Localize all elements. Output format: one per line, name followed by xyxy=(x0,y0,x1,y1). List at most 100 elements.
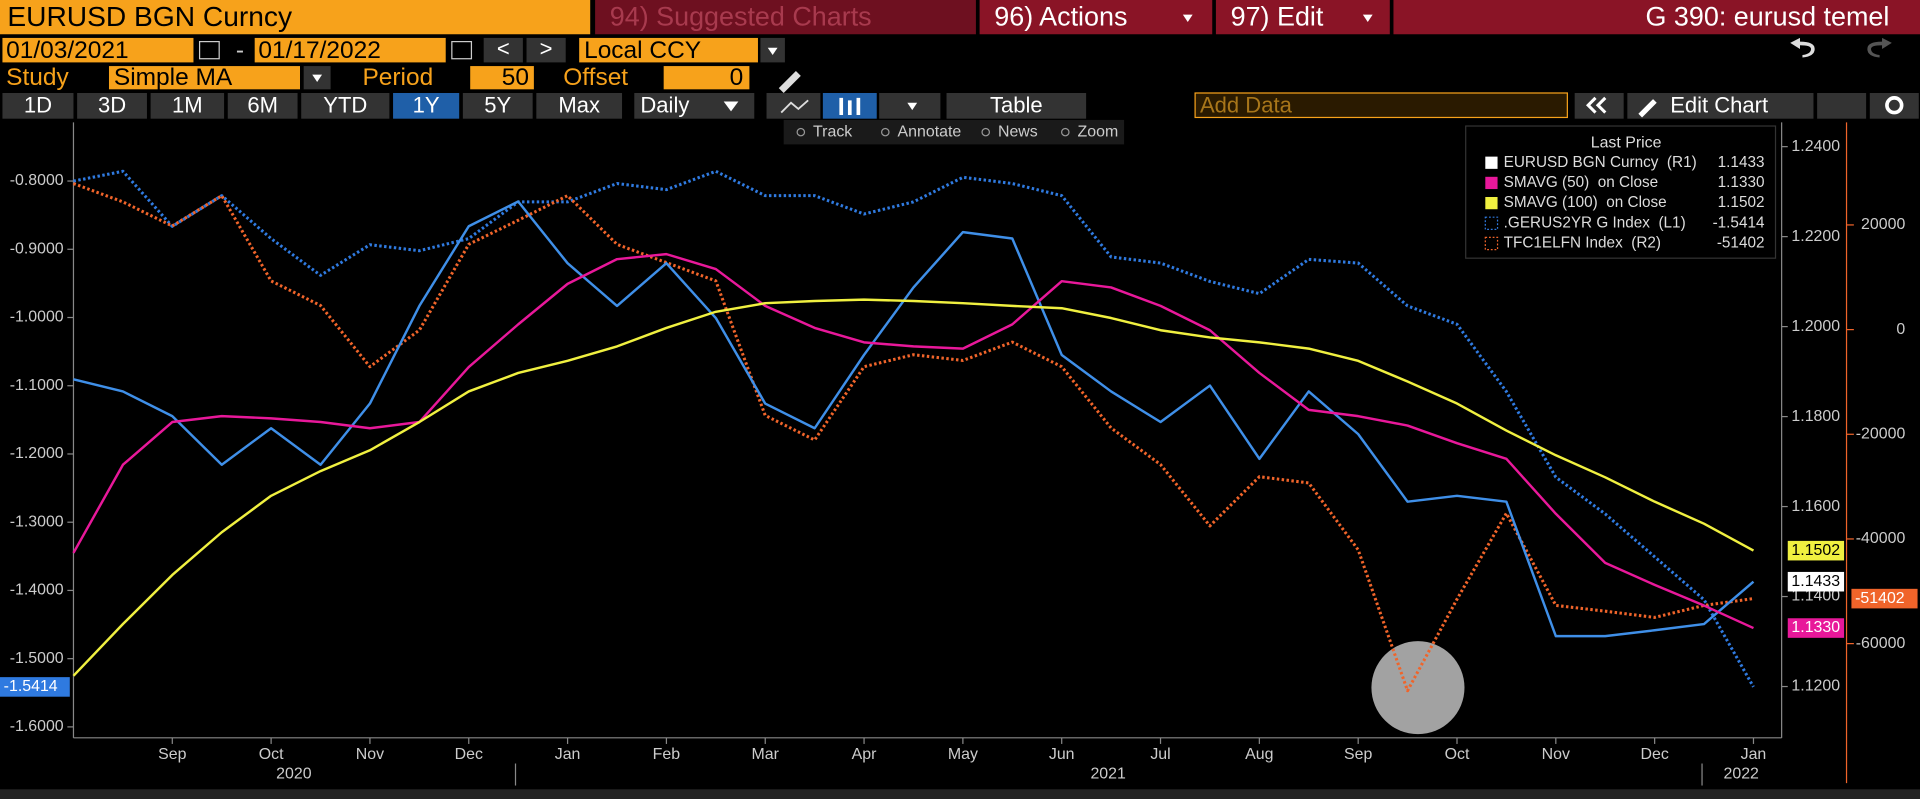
next-label: > xyxy=(540,36,553,61)
legend-title: Last Price xyxy=(1591,134,1662,151)
range-button[interactable] xyxy=(393,92,460,119)
period-field[interactable] xyxy=(470,66,534,90)
start-date-field[interactable] xyxy=(2,37,194,63)
y-tick-label: -1.2000 xyxy=(10,445,64,462)
x-tick-label: Sep xyxy=(1344,746,1372,763)
series-line xyxy=(72,182,1754,693)
tool-label[interactable]: Zoom xyxy=(1078,123,1119,140)
redo-icon[interactable] xyxy=(1867,37,1892,58)
last-value-label: 1.1330 xyxy=(1791,619,1840,636)
tool-label[interactable]: Track xyxy=(813,123,852,140)
range-buttons: 1D 3D 1M 6M YTD 1Y 5Y Max xyxy=(2,92,623,119)
calendar-icon[interactable] xyxy=(198,40,220,60)
x-tick-label: Apr xyxy=(852,746,877,763)
y-tick-label: -1.1000 xyxy=(10,377,64,394)
edit-chart-button[interactable] xyxy=(1627,92,1814,119)
offset-label: Offset xyxy=(563,64,628,91)
bottom-bar xyxy=(0,789,1920,799)
offset-value: 0 xyxy=(730,64,744,91)
tool-label[interactable]: News xyxy=(998,123,1038,140)
study-field[interactable] xyxy=(108,66,301,90)
end-date-field[interactable] xyxy=(254,37,446,63)
suggested-charts-button[interactable] xyxy=(595,0,976,35)
x-tick-label: Oct xyxy=(259,746,284,763)
last-value-label: -1.5414 xyxy=(4,678,58,695)
start-date: 01/03/2021 xyxy=(6,37,129,64)
y3-tick-label: -40000 xyxy=(1856,530,1906,547)
x-tick-label: Nov xyxy=(1542,746,1570,763)
bar-icon xyxy=(839,97,861,116)
calendar-icon[interactable] xyxy=(451,40,473,60)
legend-entry: SMAVG (100) on Close xyxy=(1504,194,1667,211)
security-box[interactable] xyxy=(0,0,591,35)
year-label: 2021 xyxy=(1090,766,1126,783)
range-button[interactable] xyxy=(2,92,74,119)
title-bar xyxy=(1393,0,1920,35)
x-tick-label: Sep xyxy=(158,746,186,763)
range-label: 1Y xyxy=(413,92,440,117)
y3-tick-label: 0 xyxy=(1896,321,1905,338)
edit-button[interactable] xyxy=(1215,0,1390,35)
study-label: Study xyxy=(6,64,69,91)
dropdown-arrow xyxy=(312,74,323,82)
y3-tick-label: -20000 xyxy=(1856,425,1906,442)
range-button[interactable] xyxy=(462,92,533,119)
offset-field[interactable] xyxy=(663,66,750,90)
x-tick-label: Mar xyxy=(752,746,780,763)
legend-value: 1.1433 xyxy=(1718,154,1765,171)
actions-button[interactable] xyxy=(979,0,1213,35)
tool-icon xyxy=(796,127,806,137)
undo-icon[interactable] xyxy=(1790,37,1815,58)
next-button[interactable] xyxy=(526,37,566,63)
series-line xyxy=(72,298,1755,677)
collapse-icon xyxy=(1585,96,1607,114)
currency: Local CCY xyxy=(584,37,701,64)
y2-tick-label: 1.1800 xyxy=(1791,408,1840,425)
prev-button[interactable] xyxy=(483,37,523,63)
x-tick-label: Jul xyxy=(1150,746,1170,763)
dropdown-arrow xyxy=(1362,14,1373,23)
last-value-tag xyxy=(1787,618,1845,638)
last-value-tag xyxy=(1787,540,1845,561)
table-button[interactable] xyxy=(946,92,1087,119)
tool-icon xyxy=(981,127,991,137)
actions-label: 96) Actions xyxy=(994,1,1127,31)
range-label: 5Y xyxy=(484,92,511,117)
y2-tick-label: 1.2000 xyxy=(1791,318,1840,335)
pen-icon[interactable] xyxy=(778,70,801,93)
last-value-label: -51402 xyxy=(1855,590,1905,607)
y3-tick-label: 20000 xyxy=(1861,216,1905,233)
year-label: 2020 xyxy=(276,766,312,783)
tool-label[interactable]: Annotate xyxy=(898,123,962,140)
legend-entry: .GERUS2YR G Index (L1) xyxy=(1504,214,1686,231)
y2-tick-label: 1.2400 xyxy=(1791,138,1840,155)
legend-swatch xyxy=(1485,176,1498,190)
table-label: Table xyxy=(990,92,1043,117)
end-date: 01/17/2022 xyxy=(258,37,381,64)
y-tick-label: -1.3000 xyxy=(10,513,64,530)
y2-tick-label: 1.2200 xyxy=(1791,228,1840,245)
tools: Track Annotate News Zoom xyxy=(796,123,1119,140)
y2-tick-label: 1.1200 xyxy=(1791,678,1840,695)
settings-button[interactable] xyxy=(1817,92,1867,119)
range-button[interactable] xyxy=(77,92,147,119)
study-type: Simple MA xyxy=(114,64,233,91)
range-button[interactable] xyxy=(227,92,298,119)
legend-entry: SMAVG (50) on Close xyxy=(1504,174,1659,191)
range-label: 1D xyxy=(24,92,52,117)
currency-field[interactable] xyxy=(579,37,758,63)
period-value: 50 xyxy=(502,64,529,91)
range-button[interactable] xyxy=(536,92,623,119)
y-tick-label: -1.5000 xyxy=(10,650,64,667)
last-value-tag xyxy=(1787,571,1845,592)
add-data-field[interactable] xyxy=(1194,92,1568,119)
range-button[interactable] xyxy=(301,92,390,119)
date-separator: - xyxy=(236,37,244,64)
dropdown-arrow xyxy=(723,101,739,112)
legend-entry: EURUSD BGN Curncy (R1) xyxy=(1504,154,1697,171)
range-button[interactable] xyxy=(150,92,225,119)
legend-swatch xyxy=(1484,216,1499,231)
period-label: Period xyxy=(362,64,433,91)
edit-label: 97) Edit xyxy=(1231,1,1324,31)
year-label: 2022 xyxy=(1724,766,1760,783)
